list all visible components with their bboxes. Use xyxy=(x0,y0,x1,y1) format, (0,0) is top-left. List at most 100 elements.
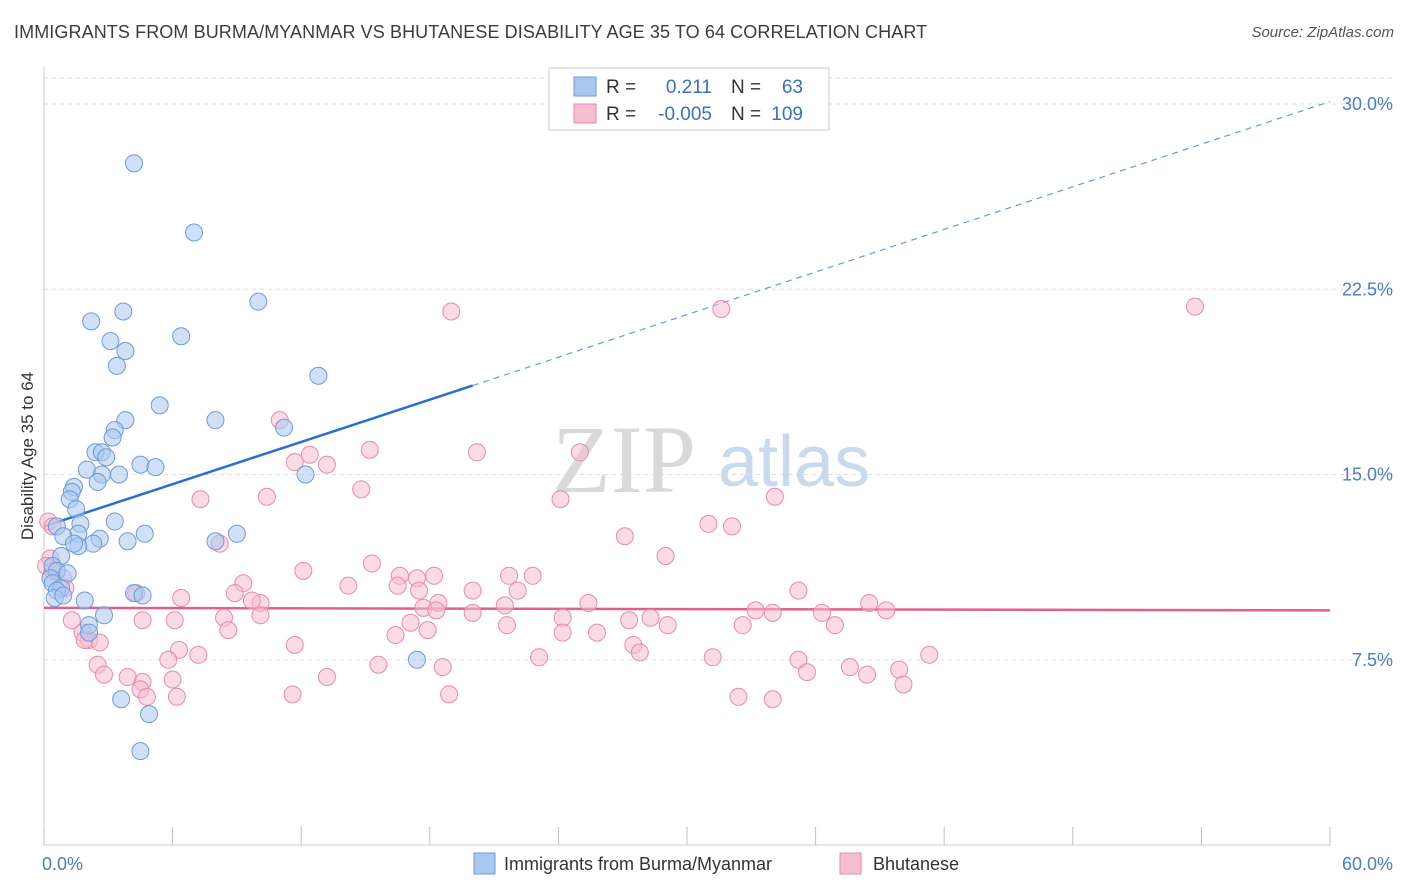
point-bhutanese xyxy=(165,611,184,630)
point-bhutanese xyxy=(159,650,178,669)
legend-n-value-1: 63 xyxy=(782,77,803,98)
trend-line-burma xyxy=(43,384,474,528)
point-bhutanese xyxy=(352,480,371,499)
point-burma xyxy=(227,524,246,543)
legend-r-value-2: -0.005 xyxy=(658,104,712,125)
bottom-legend-swatch-pink xyxy=(839,852,862,875)
point-burma xyxy=(172,327,191,346)
point-bhutanese xyxy=(579,593,598,612)
point-bhutanese xyxy=(699,514,718,533)
y-axis-label: Disability Age 35 to 64 xyxy=(18,372,37,540)
x-tick-label: 0.0% xyxy=(42,854,83,874)
point-bhutanese xyxy=(251,606,270,625)
point-bhutanese xyxy=(225,584,244,603)
point-bhutanese xyxy=(551,490,570,509)
point-bhutanese xyxy=(410,581,429,600)
point-bhutanese xyxy=(789,581,808,600)
point-bhutanese xyxy=(95,665,114,684)
point-burma xyxy=(275,418,294,437)
point-bhutanese xyxy=(62,611,81,630)
point-burma xyxy=(116,342,135,361)
chart-source: Source: ZipAtlas.com xyxy=(1251,24,1394,41)
legend-r-label-1: R = xyxy=(606,77,636,98)
point-bhutanese xyxy=(386,626,405,645)
point-burma xyxy=(206,532,225,551)
point-burma xyxy=(135,524,154,543)
point-bhutanese xyxy=(495,596,514,615)
point-burma xyxy=(58,564,77,583)
legend-swatch-blue xyxy=(573,76,597,97)
point-bhutanese xyxy=(877,601,896,620)
point-burma xyxy=(407,650,426,669)
y-tick-label: 15.0% xyxy=(1342,465,1393,485)
gridlines xyxy=(44,77,1392,661)
point-bhutanese xyxy=(388,576,407,595)
point-bhutanese xyxy=(523,566,542,585)
point-bhutanese xyxy=(1185,297,1204,316)
point-bhutanese xyxy=(467,443,486,462)
legend-n-label-2: N = xyxy=(731,104,761,125)
point-burma xyxy=(65,534,84,553)
point-bhutanese xyxy=(401,613,420,632)
data-points xyxy=(37,154,1204,761)
point-bhutanese xyxy=(860,593,879,612)
point-burma xyxy=(103,428,122,447)
point-bhutanese xyxy=(500,566,519,585)
point-burma xyxy=(131,742,150,761)
bottom-legend: Immigrants from Burma/Myanmar Bhutanese xyxy=(473,852,959,875)
point-bhutanese xyxy=(497,616,516,635)
point-burma xyxy=(97,448,116,467)
point-burma xyxy=(95,606,114,625)
point-bhutanese xyxy=(508,581,527,600)
axes xyxy=(43,67,1331,846)
legend-r-value-1: 0.211 xyxy=(666,77,712,98)
point-bhutanese xyxy=(118,668,137,687)
point-burma xyxy=(107,356,126,375)
chart-title: IMMIGRANTS FROM BURMA/MYANMAR VS BHUTANE… xyxy=(14,22,928,42)
tick-labels: 7.5% 15.0% 22.5% 30.0% 0.0% 60.0% xyxy=(42,94,1393,874)
point-bhutanese xyxy=(587,623,606,642)
y-tick-label: 7.5% xyxy=(1352,650,1393,670)
point-bhutanese xyxy=(442,302,461,321)
point-bhutanese xyxy=(427,601,446,620)
point-bhutanese xyxy=(300,445,319,464)
point-bhutanese xyxy=(191,490,210,509)
legend-n-label-1: N = xyxy=(731,77,761,98)
point-burma xyxy=(75,591,94,610)
point-bhutanese xyxy=(763,690,782,709)
point-burma xyxy=(54,586,73,605)
point-bhutanese xyxy=(570,443,589,462)
point-bhutanese xyxy=(463,581,482,600)
point-bhutanese xyxy=(656,547,675,566)
point-burma xyxy=(112,690,131,709)
point-bhutanese xyxy=(894,675,913,694)
trend-line-bhutanese xyxy=(43,606,1331,612)
point-bhutanese xyxy=(440,685,459,704)
point-bhutanese xyxy=(163,670,182,689)
y-tick-label: 30.0% xyxy=(1342,94,1393,114)
bottom-legend-swatch-blue xyxy=(473,852,496,875)
point-burma xyxy=(140,705,159,724)
bottom-legend-label-2: Bhutanese xyxy=(873,854,959,874)
point-burma xyxy=(105,512,124,531)
point-bhutanese xyxy=(712,300,731,319)
point-bhutanese xyxy=(890,660,909,679)
point-burma xyxy=(125,154,144,173)
point-burma xyxy=(82,312,101,331)
point-bhutanese xyxy=(798,663,817,682)
point-bhutanese xyxy=(463,603,482,622)
y-tick-label: 22.5% xyxy=(1342,279,1393,299)
point-bhutanese xyxy=(418,621,437,640)
point-burma xyxy=(114,302,133,321)
point-bhutanese xyxy=(433,658,452,677)
point-bhutanese xyxy=(763,603,782,622)
point-bhutanese xyxy=(723,517,742,536)
point-bhutanese xyxy=(133,611,152,630)
point-bhutanese xyxy=(920,645,939,664)
point-bhutanese xyxy=(167,687,186,706)
point-bhutanese xyxy=(733,616,752,635)
point-bhutanese xyxy=(369,655,388,674)
point-burma xyxy=(150,396,169,415)
point-bhutanese xyxy=(339,576,358,595)
